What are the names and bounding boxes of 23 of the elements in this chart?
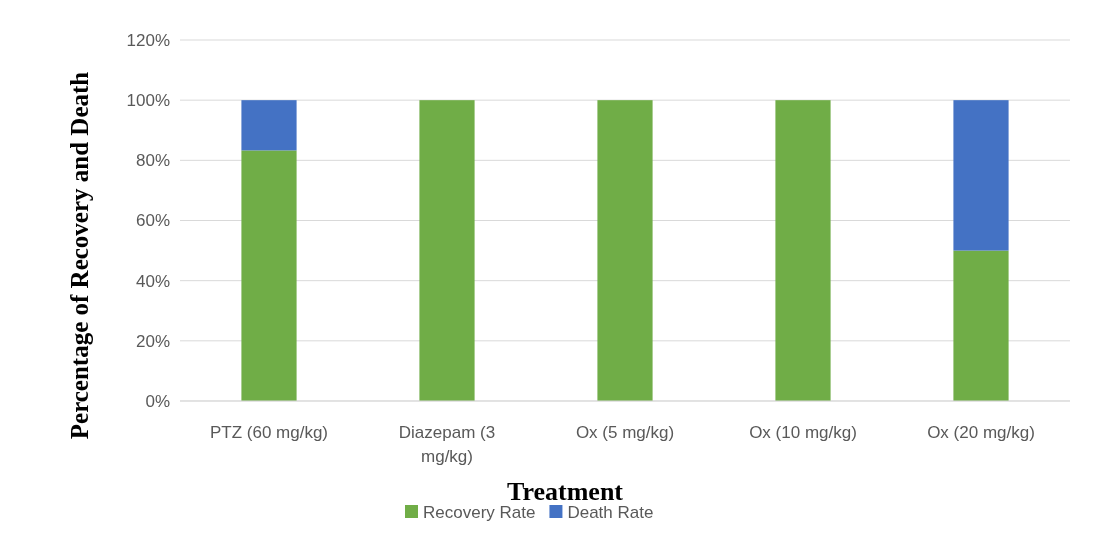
bar xyxy=(953,100,1009,251)
bar xyxy=(597,100,653,401)
y-tick-label: 20% xyxy=(135,331,170,351)
y-tick-label: 0% xyxy=(145,391,170,411)
y-tick-label: 100% xyxy=(126,91,170,111)
y-tick-label: 80% xyxy=(135,151,170,171)
x-tick-label: Ox (20 mg/kg) xyxy=(927,423,1035,442)
bar xyxy=(775,100,831,401)
bar xyxy=(419,100,475,401)
legend-label: Recovery Rate xyxy=(423,503,536,522)
x-tick-label: Diazepam (3 mg/kg) xyxy=(398,423,496,466)
x-tick-label: Ox (5 mg/kg) xyxy=(575,423,675,442)
y-axis-title: Percentage of Recovery and Death xyxy=(66,71,93,440)
legend-label: Death Rate xyxy=(567,503,654,522)
bar xyxy=(241,150,297,401)
y-tick-label: 120% xyxy=(126,30,170,50)
x-axis-title: Treatment xyxy=(507,477,624,506)
bar xyxy=(241,100,297,151)
bar xyxy=(953,250,1009,401)
y-tick-label: 40% xyxy=(135,271,170,291)
x-tick-label: PTZ (60 mg/kg) xyxy=(209,423,329,442)
y-tick-label: 60% xyxy=(135,211,170,231)
x-tick-label: Ox (10 mg/kg) xyxy=(749,423,857,442)
